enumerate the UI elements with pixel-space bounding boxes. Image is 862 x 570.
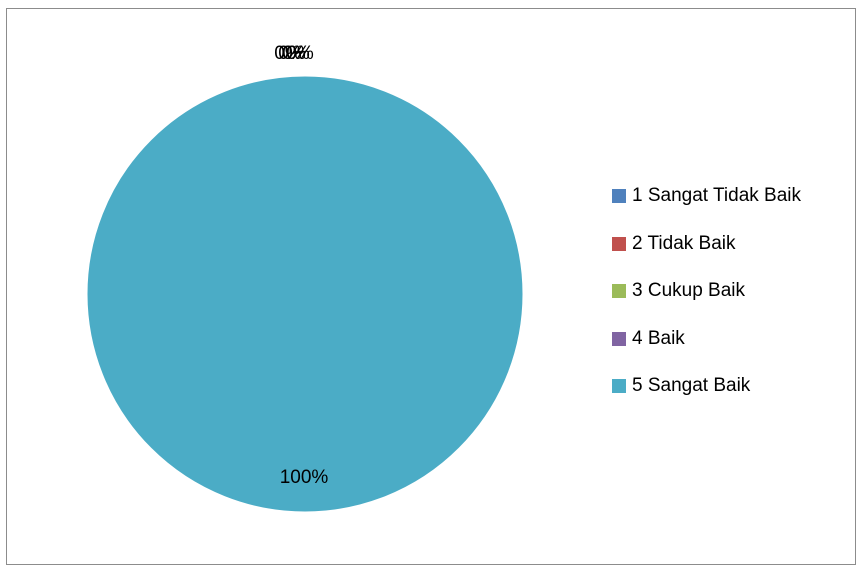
legend-swatch-2 xyxy=(612,236,626,251)
legend-item: 3 Cukup Baik xyxy=(612,279,801,303)
legend-label: 1 Sangat Tidak Baik xyxy=(632,185,801,206)
pie-slice-5 xyxy=(86,75,524,513)
legend-label: 2 Tidak Baik xyxy=(632,232,736,254)
legend-swatch-5 xyxy=(612,379,626,393)
data-label-5: 100% xyxy=(280,467,329,488)
data-label-1: 0% xyxy=(274,43,302,64)
data-label-4: 0% xyxy=(286,43,314,64)
legend-swatch-1 xyxy=(612,189,626,203)
data-label-3: 0% xyxy=(282,43,310,64)
legend-label: 5 Sangat Baik xyxy=(632,375,751,396)
legend-item: 5 Sangat Baik xyxy=(612,374,801,398)
legend-item: 4 Baik xyxy=(612,327,801,351)
legend-swatch-3 xyxy=(612,284,626,298)
legend-swatch-4 xyxy=(612,331,626,346)
legend-item: 2 Tidak Baik xyxy=(612,232,801,256)
legend-label: 3 Cukup Baik xyxy=(632,280,746,301)
legend-label: 4 Baik xyxy=(632,327,685,349)
legend: 1 Sangat Tidak Baik 2 Tidak Baik 3 Cukup… xyxy=(612,184,801,422)
data-label-2: 0% xyxy=(278,43,306,64)
legend-item: 1 Sangat Tidak Baik xyxy=(612,184,801,208)
